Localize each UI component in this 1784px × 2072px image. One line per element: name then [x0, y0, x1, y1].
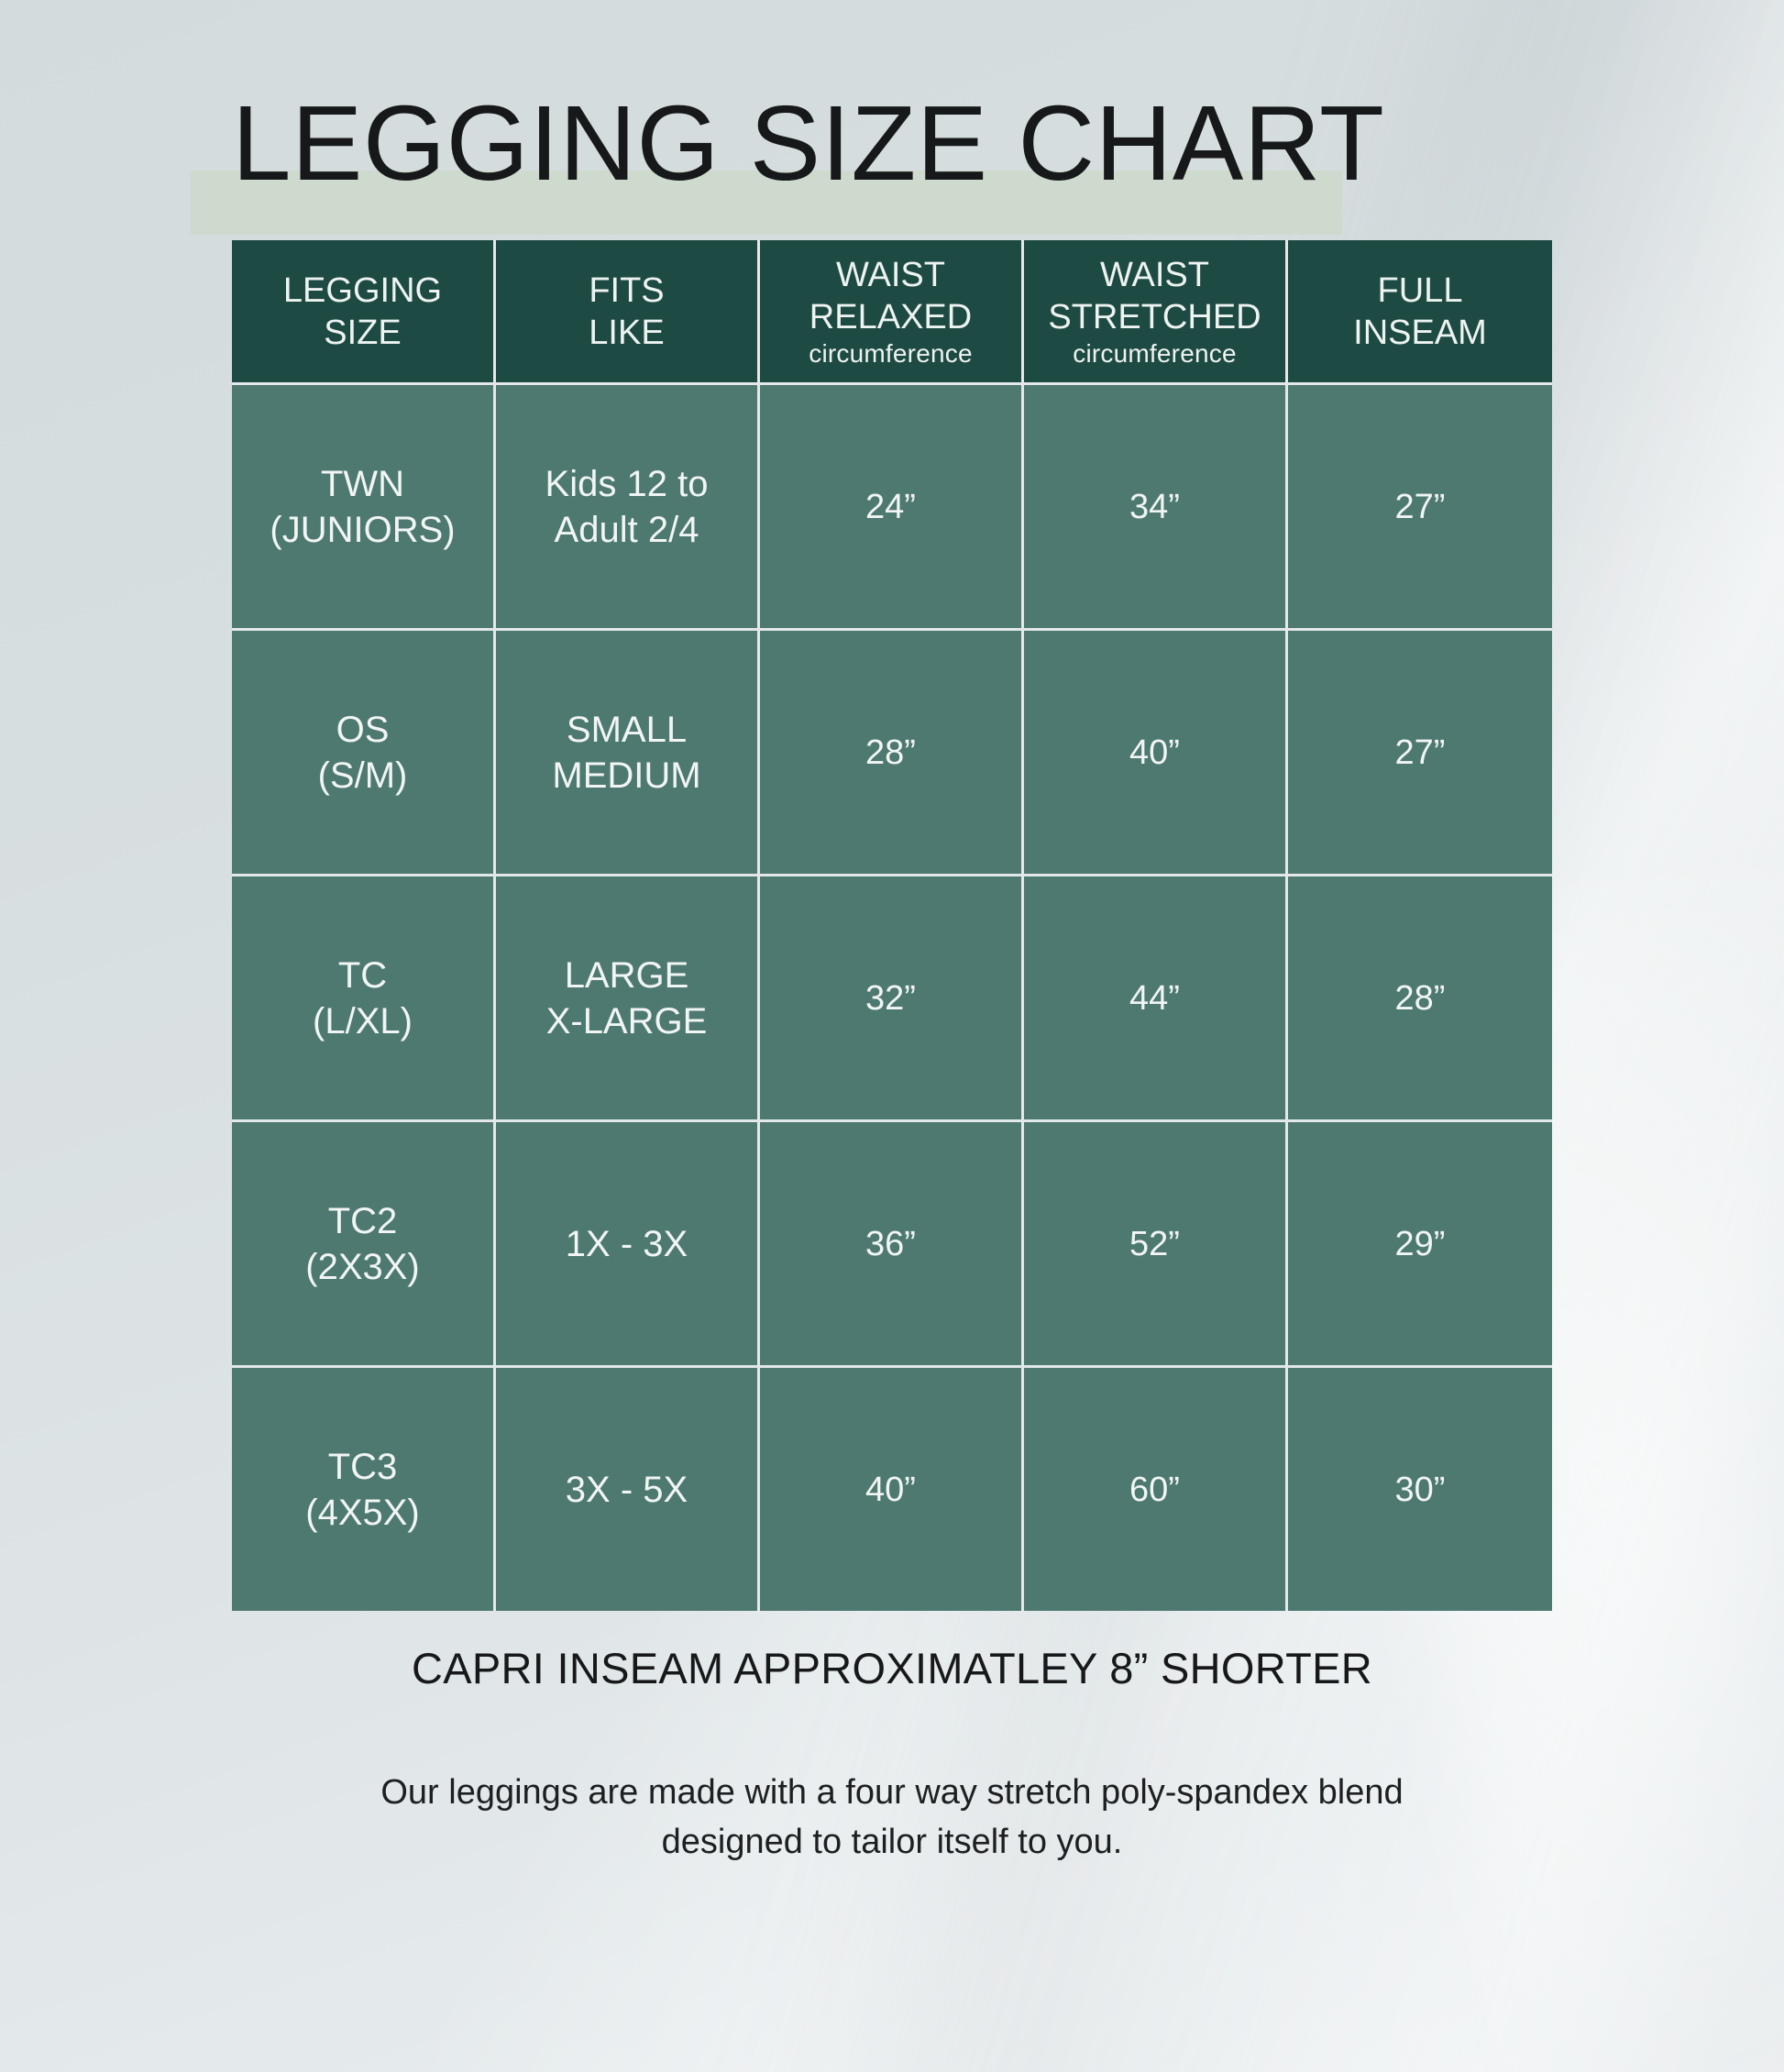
cell-waist-relaxed: 32” — [760, 876, 1024, 1122]
legging-size-code: TWN — [320, 463, 405, 504]
legging-size-code: TC — [337, 954, 388, 996]
header-full-inseam: FULL INSEAM — [1288, 240, 1552, 385]
header-waist-relaxed-subtitle: circumference — [809, 338, 973, 368]
fits-like-line1: LARGE — [564, 954, 689, 996]
cell-fits-like: 3X - 5X — [496, 1368, 760, 1611]
table-row: TC (L/XL) LARGE X-LARGE 32” 44” 28” — [232, 876, 1552, 1122]
legging-size-code: OS — [336, 709, 390, 750]
cell-legging-size: TWN (JUNIORS) — [232, 385, 496, 631]
cell-waist-relaxed: 28” — [760, 631, 1024, 876]
header-waist-stretched-line1: WAIST — [1100, 255, 1209, 294]
fabric-blend-note-line1: Our leggings are made with a four way st… — [380, 1773, 1404, 1812]
header-legging-size: LEGGING SIZE — [232, 240, 496, 385]
table-body: TWN (JUNIORS) Kids 12 to Adult 2/4 24” 3… — [232, 385, 1552, 1611]
legging-size-code: TC3 — [327, 1446, 398, 1487]
cell-full-inseam: 27” — [1288, 631, 1552, 876]
title-highlight-band — [191, 171, 1342, 235]
header-waist-relaxed: WAIST RELAXED circumference — [760, 240, 1024, 385]
cell-waist-stretched: 60” — [1024, 1368, 1288, 1611]
cell-fits-like: 1X - 3X — [496, 1122, 760, 1368]
fits-like-line1: 1X - 3X — [565, 1223, 688, 1264]
cell-full-inseam: 28” — [1288, 876, 1552, 1122]
cell-full-inseam: 30” — [1288, 1368, 1552, 1611]
legging-size-alias: (4X5X) — [305, 1492, 420, 1533]
table-header-row: LEGGING SIZE FITS LIKE WAIST RELAXED cir… — [232, 240, 1552, 385]
table-row: OS (S/M) SMALL MEDIUM 28” 40” 27” — [232, 631, 1552, 876]
page-title: LEGGING SIZE CHART — [232, 83, 1385, 203]
table-row: TC2 (2X3X) 1X - 3X 36” 52” 29” — [232, 1122, 1552, 1368]
cell-legging-size: TC (L/XL) — [232, 876, 496, 1122]
cell-full-inseam: 29” — [1288, 1122, 1552, 1368]
capri-inseam-note: CAPRI INSEAM APPROXIMATLEY 8” SHORTER — [412, 1644, 1372, 1692]
fabric-blend-note: Our leggings are made with a four way st… — [250, 1768, 1534, 1867]
cell-legging-size: OS (S/M) — [232, 631, 496, 876]
legging-size-alias: (2X3X) — [305, 1246, 420, 1287]
legging-size-code: TC2 — [327, 1200, 398, 1241]
table-header: LEGGING SIZE FITS LIKE WAIST RELAXED cir… — [232, 240, 1552, 385]
cell-waist-relaxed: 24” — [760, 385, 1024, 631]
header-waist-stretched-line2: STRETCHED — [1048, 297, 1261, 336]
table-row: TWN (JUNIORS) Kids 12 to Adult 2/4 24” 3… — [232, 385, 1552, 631]
header-full-inseam-line1: FULL — [1377, 270, 1463, 310]
cell-legging-size: TC2 (2X3X) — [232, 1122, 496, 1368]
cell-full-inseam: 27” — [1288, 385, 1552, 631]
header-waist-stretched: WAIST STRETCHED circumference — [1024, 240, 1288, 385]
header-fits-like-line1: FITS — [589, 270, 665, 310]
header-full-inseam-line2: INSEAM — [1353, 313, 1487, 352]
header-waist-relaxed-line1: WAIST — [836, 255, 945, 294]
fits-like-line2: X-LARGE — [545, 1000, 708, 1042]
cell-legging-size: TC3 (4X5X) — [232, 1368, 496, 1611]
legging-size-table: LEGGING SIZE FITS LIKE WAIST RELAXED cir… — [232, 240, 1552, 1611]
cell-waist-stretched: 40” — [1024, 631, 1288, 876]
legging-size-alias: (JUNIORS) — [270, 509, 456, 550]
cell-waist-stretched: 44” — [1024, 876, 1288, 1122]
header-fits-like-line2: LIKE — [589, 313, 665, 352]
cell-fits-like: LARGE X-LARGE — [496, 876, 760, 1122]
fabric-blend-note-line2: designed to tailor itself to you. — [661, 1823, 1123, 1861]
header-legging-size-line2: SIZE — [324, 313, 402, 352]
cell-waist-stretched: 34” — [1024, 385, 1288, 631]
fits-like-line2: Adult 2/4 — [554, 509, 699, 550]
cell-waist-relaxed: 40” — [760, 1368, 1024, 1611]
cell-waist-relaxed: 36” — [760, 1122, 1024, 1368]
header-waist-stretched-subtitle: circumference — [1073, 338, 1237, 368]
fits-like-line1: SMALL — [566, 709, 688, 750]
header-fits-like: FITS LIKE — [496, 240, 760, 385]
cell-waist-stretched: 52” — [1024, 1122, 1288, 1368]
fits-like-line2: MEDIUM — [552, 755, 701, 796]
legging-size-alias: (L/XL) — [313, 1000, 413, 1042]
header-waist-relaxed-line2: RELAXED — [809, 297, 973, 336]
legging-size-alias: (S/M) — [317, 755, 408, 796]
cell-fits-like: Kids 12 to Adult 2/4 — [496, 385, 760, 631]
table-row: TC3 (4X5X) 3X - 5X 40” 60” 30” — [232, 1368, 1552, 1611]
fits-like-line1: Kids 12 to — [545, 463, 709, 504]
header-legging-size-line1: LEGGING — [282, 270, 443, 310]
fits-like-line1: 3X - 5X — [565, 1469, 688, 1510]
cell-fits-like: SMALL MEDIUM — [496, 631, 760, 876]
